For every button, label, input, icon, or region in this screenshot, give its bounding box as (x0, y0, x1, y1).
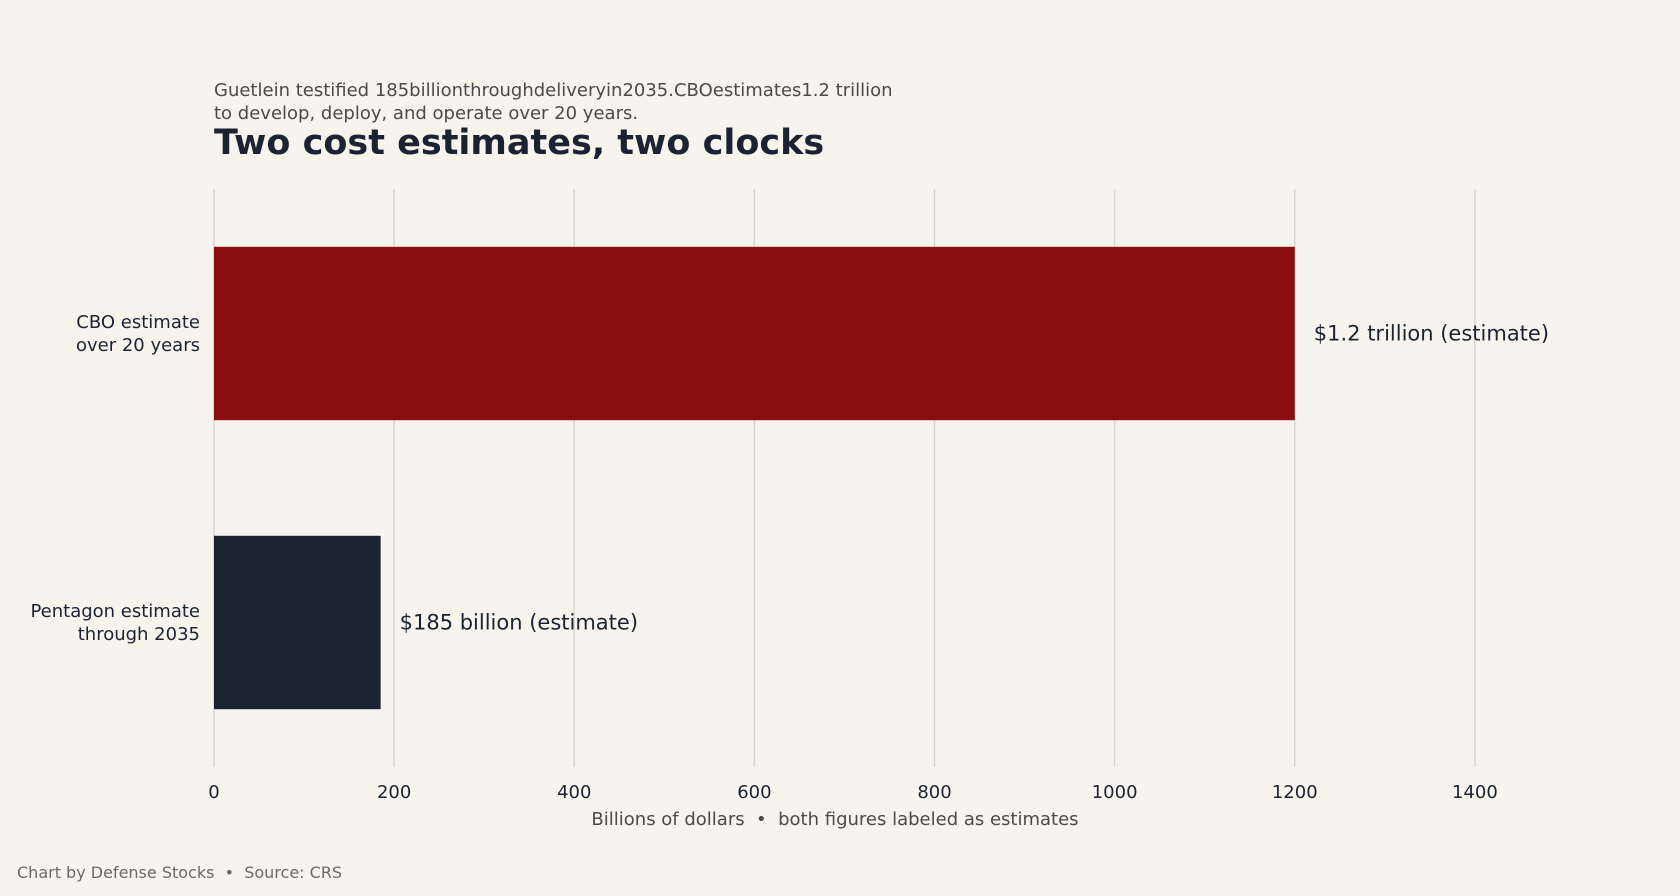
chart-title: Two cost estimates, two clocks (214, 123, 824, 163)
x-tick-label: 200 (377, 782, 411, 803)
chart-subtitle-line-1: Guetlein testified 185billionthroughdeli… (214, 80, 893, 101)
x-axis-label: Billions of dollars • both figures label… (591, 809, 1078, 830)
bar (214, 535, 381, 710)
bar-value-label: $185 billion (estimate) (400, 611, 638, 635)
x-tick-label: 0 (208, 782, 219, 803)
x-tick-label: 1400 (1452, 782, 1498, 803)
x-tick-label: 600 (737, 782, 771, 803)
x-tick-label: 1200 (1272, 782, 1318, 803)
chart-footer: Chart by Defense Stocks • Source: CRS (17, 863, 342, 882)
bar (214, 246, 1295, 421)
category-label: through 2035 (78, 624, 200, 645)
x-tick-label: 1000 (1092, 782, 1138, 803)
category-label: over 20 years (76, 335, 200, 356)
bar-value-label: $1.2 trillion (estimate) (1314, 322, 1549, 346)
x-tick-label: 800 (917, 782, 951, 803)
chart-subtitle-line-2: to develop, deploy, and operate over 20 … (214, 103, 638, 124)
category-label: Pentagon estimate (30, 601, 200, 622)
labels: 0 200 400 600 800 1000 1200 1400 $1.2 trillion (… (30, 312, 1549, 803)
bars (214, 246, 1295, 710)
category-label: CBO estimate (76, 312, 200, 333)
x-tick-label: 400 (557, 782, 591, 803)
